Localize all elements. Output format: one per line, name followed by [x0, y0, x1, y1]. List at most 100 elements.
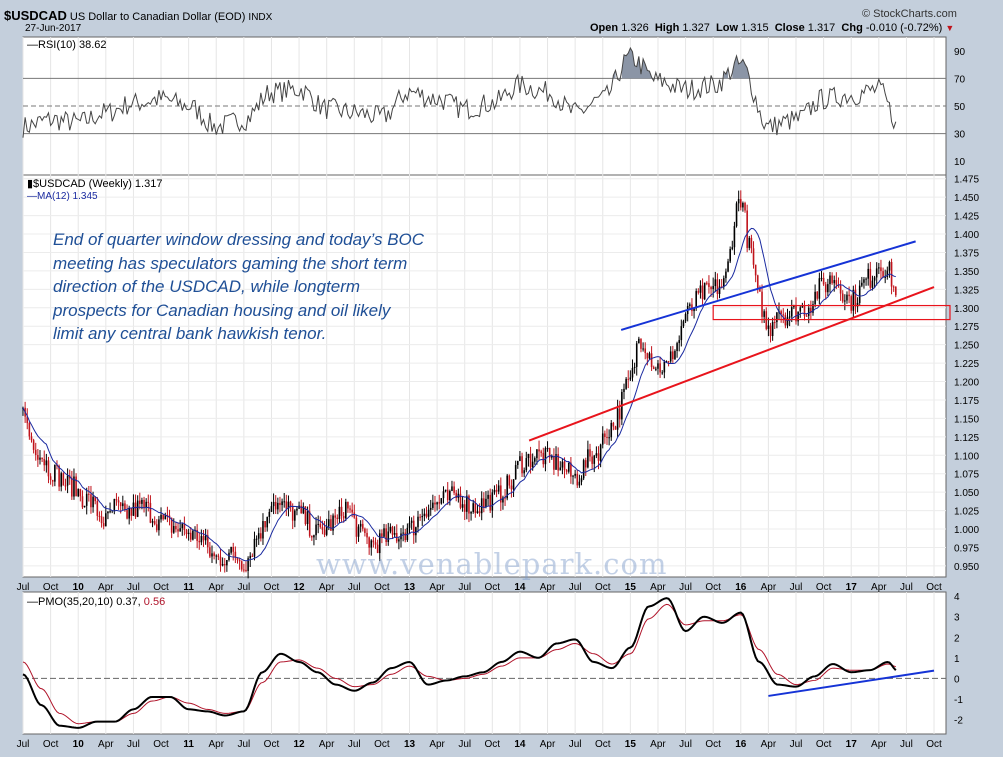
price-x-tick-label: Oct: [816, 582, 832, 593]
price-candle-body: [257, 533, 260, 539]
price-candle-body: [277, 502, 279, 510]
support-zone-box: [712, 304, 951, 321]
rsi-legend: —RSI(10) 38.62: [27, 39, 106, 51]
price-candle-body: [215, 555, 218, 557]
price-candle-body: [223, 563, 226, 566]
price-candle-body: [419, 516, 421, 518]
price-candle-body: [427, 509, 430, 517]
rsi-line: [22, 46, 897, 138]
price-candle-body: [359, 523, 362, 527]
price-candle-body: [572, 475, 574, 477]
price-candle-body: [262, 521, 264, 539]
price-candle-body: [196, 529, 198, 541]
price-candle-body: [340, 506, 343, 517]
price-candle-body: [230, 546, 232, 553]
pmo-tick-label: 1: [954, 654, 960, 665]
commentary-annotation: End of quarter window dressing and today…: [53, 228, 473, 346]
price-candle-body: [846, 294, 848, 301]
price-candle-body: [844, 300, 846, 302]
price-candle-body: [134, 502, 137, 517]
price-candle-body: [831, 275, 833, 284]
pmo-tick-label: 2: [954, 633, 960, 644]
price-candle-body: [442, 491, 445, 499]
price-candle-body: [260, 533, 262, 539]
price-candle-body: [321, 527, 324, 530]
rsi-tick-label: 70: [954, 74, 966, 85]
price-candle-body: [646, 353, 649, 359]
price-candle-body: [546, 447, 549, 449]
price-candle-body: [674, 350, 676, 360]
price-candle-body: [614, 426, 617, 430]
price-candle-body: [147, 501, 150, 503]
pmo-x-tick-label: Jul: [348, 739, 361, 750]
price-candle-body: [514, 465, 517, 480]
price-candle-body: [143, 499, 145, 508]
price-candle-body: [788, 316, 791, 318]
ticker-symbol: $USDCAD: [4, 8, 67, 23]
price-candle-body: [633, 366, 636, 369]
price-candle-body: [652, 367, 655, 369]
price-candle-body: [264, 521, 266, 528]
close-label: Close: [774, 22, 805, 34]
chg-down-icon: ▼: [945, 23, 955, 33]
price-x-tick-label: Jul: [900, 582, 913, 593]
price-candle-body: [243, 569, 245, 571]
price-candle-body: [158, 519, 160, 531]
price-candle-body: [680, 326, 683, 341]
price-candle-body: [349, 508, 351, 510]
price-candle-body: [567, 462, 570, 472]
price-candle-body: [563, 461, 566, 471]
price-candle-body: [655, 368, 657, 370]
price-candle-body: [878, 267, 880, 269]
ticker-exchange: INDX: [248, 12, 273, 23]
price-x-tick-label: Apr: [650, 582, 666, 593]
price-candle-body: [34, 449, 37, 456]
price-candle-body: [604, 433, 606, 437]
price-candle-body: [71, 478, 73, 497]
pmo-x-tick-label: Jul: [127, 739, 140, 750]
pmo-x-tick-label: Apr: [871, 739, 887, 750]
price-candle-body: [236, 557, 239, 560]
price-candle-body: [650, 353, 653, 368]
price-candle-body: [296, 508, 298, 511]
price-candle-body: [801, 305, 804, 308]
price-candle-body: [126, 510, 128, 519]
price-candle-body: [599, 444, 602, 461]
price-candle-body: [733, 226, 736, 248]
price-candle-body: [160, 514, 162, 520]
price-candle-body: [593, 455, 596, 464]
low-value: 1.315: [741, 22, 769, 34]
price-candle-body: [39, 457, 41, 460]
price-candle-body: [391, 526, 394, 535]
price-x-tick-label: Apr: [429, 582, 445, 593]
price-candle-body: [591, 456, 593, 464]
price-candle-body: [875, 268, 878, 278]
price-candle-body: [540, 451, 542, 453]
price-candle-body: [270, 506, 273, 512]
price-candle-body: [869, 268, 872, 288]
chg-label: Chg: [841, 22, 863, 34]
blue-trendline: [620, 240, 916, 331]
price-candle-body: [251, 555, 254, 557]
price-tick-label: 1.275: [954, 322, 979, 333]
price-candle-body: [882, 271, 884, 278]
price-candle-body: [294, 510, 296, 521]
price-candle-body: [699, 285, 702, 293]
price-candle-body: [835, 280, 838, 285]
price-candle-body: [181, 523, 184, 529]
price-candle-body: [716, 279, 719, 294]
price-candle-body: [311, 535, 313, 538]
price-candle-body: [234, 551, 237, 558]
price-candle-body: [553, 456, 555, 470]
price-tick-label: 1.475: [954, 175, 979, 186]
price-candle-body: [858, 285, 861, 303]
price-candle-body: [383, 528, 385, 537]
price-candle-body: [816, 291, 819, 299]
price-candle-body: [608, 437, 610, 439]
price-candle-body: [780, 311, 782, 315]
price-candle-body: [759, 287, 761, 292]
price-candle-body: [266, 516, 269, 528]
price-candle-body: [124, 503, 126, 511]
price-x-tick-label: Oct: [153, 582, 169, 593]
price-candle-body: [332, 515, 334, 531]
